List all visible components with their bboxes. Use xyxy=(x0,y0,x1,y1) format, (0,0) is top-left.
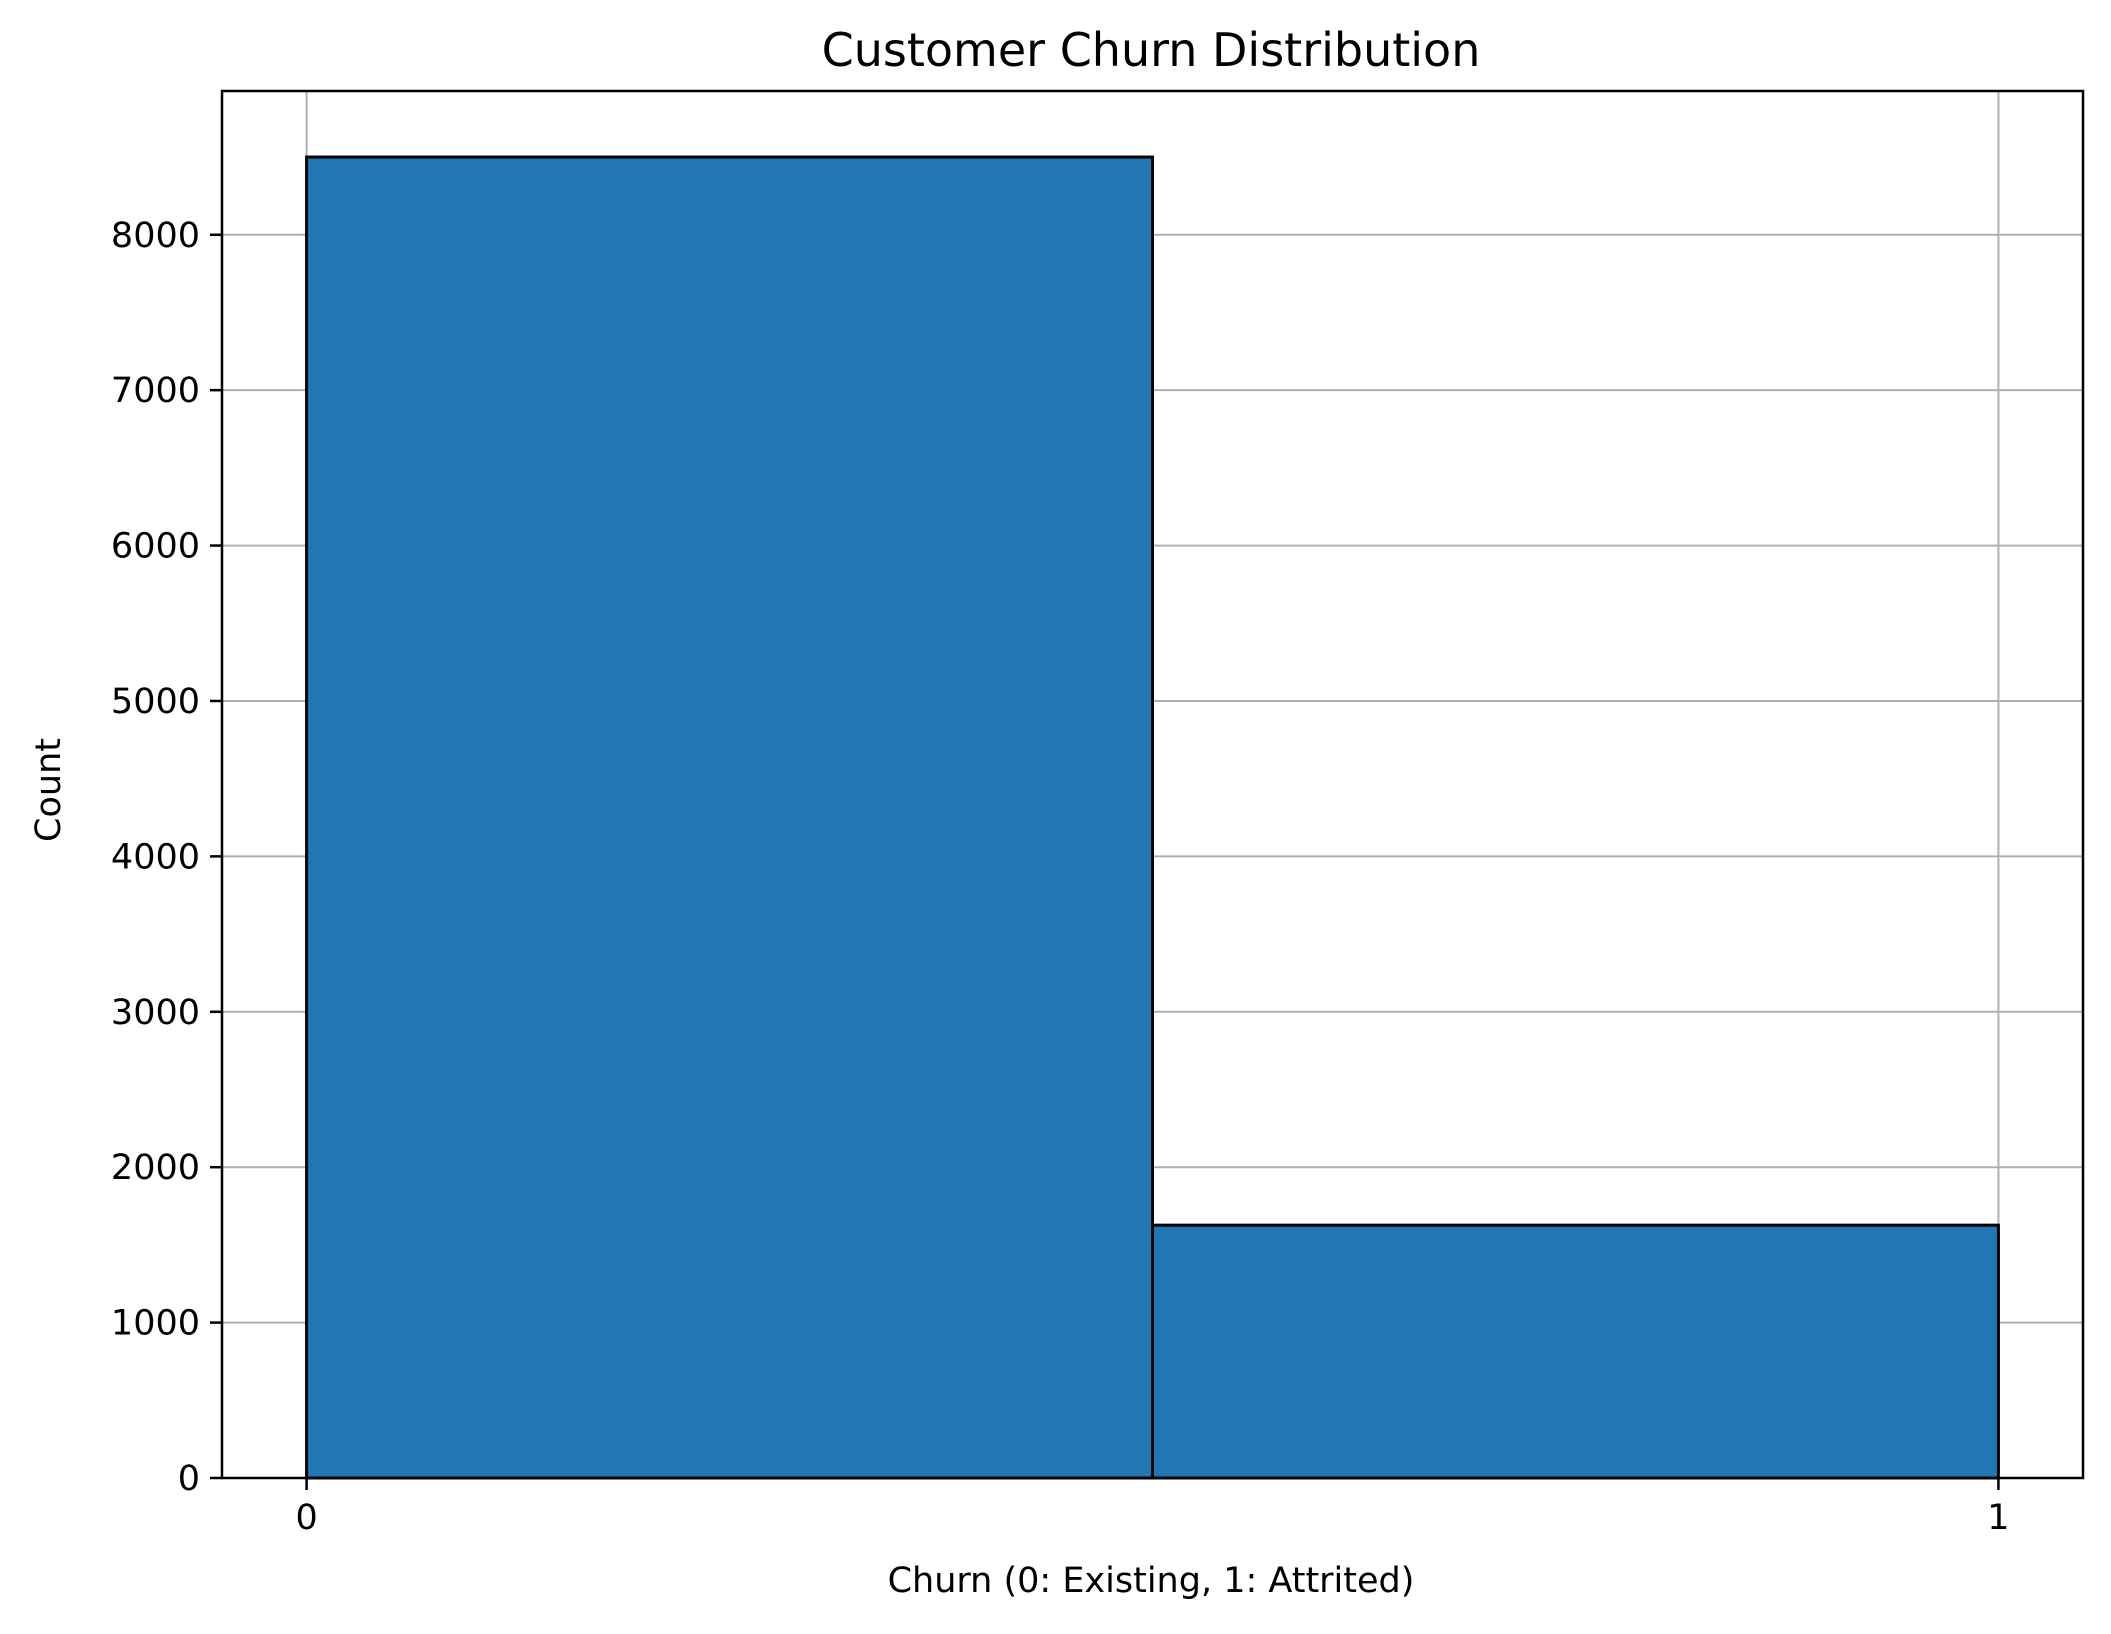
bars xyxy=(305,155,2000,1480)
y-tick-label: 1000 xyxy=(111,1304,200,1344)
chart-title: Customer Churn Distribution xyxy=(822,23,1481,77)
y-tick-label: 5000 xyxy=(111,682,200,722)
histogram-bar-1 xyxy=(1151,1223,2000,1480)
y-tick-label: 3000 xyxy=(111,993,200,1033)
y-tick-label: 2000 xyxy=(111,1148,200,1188)
y-tick-label: 6000 xyxy=(111,527,200,567)
x-tick-label: 1 xyxy=(1987,1498,2009,1538)
x-tick-label: 0 xyxy=(295,1498,317,1538)
y-axis-ticks: 0 1000 2000 3000 4000 5000 6000 7000 8000 xyxy=(111,216,222,1499)
y-tick-label: 0 xyxy=(178,1459,200,1499)
y-tick-label: 8000 xyxy=(111,216,200,256)
axes-frame xyxy=(220,89,2085,1480)
y-axis-label: Count xyxy=(29,738,69,842)
y-tick-label: 7000 xyxy=(111,371,200,411)
x-axis-label: Churn (0: Existing, 1: Attrited) xyxy=(888,1561,1415,1601)
y-tick-label: 4000 xyxy=(111,837,200,877)
histogram-bar-0 xyxy=(305,155,1155,1480)
